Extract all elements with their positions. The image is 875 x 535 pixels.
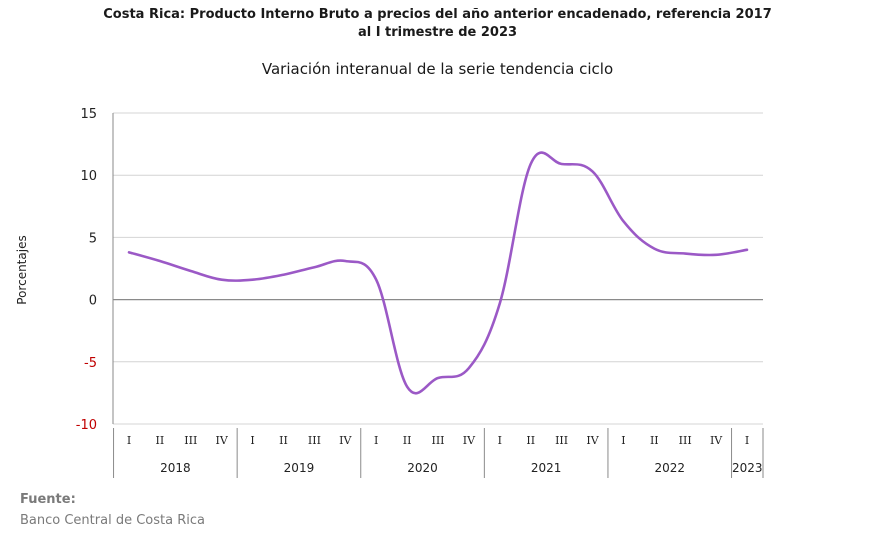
year-label: 2020 — [407, 461, 438, 475]
x-tick-label: III — [184, 434, 197, 447]
x-tick-label: IV — [216, 434, 229, 447]
series-line — [127, 151, 749, 395]
x-tick-label: III — [308, 434, 321, 447]
x-tick-label: I — [127, 434, 131, 447]
year-label: 2022 — [654, 461, 685, 475]
chart-subtitle: Variación interanual de la serie tendenc… — [261, 60, 614, 78]
x-tick-label: I — [250, 434, 254, 447]
chart-title: Costa Rica: Producto Interno Bruto a pre… — [0, 6, 875, 42]
y-tick-label: -10 — [76, 418, 97, 433]
x-tick-label: I — [374, 434, 378, 447]
x-tick-label: II — [279, 434, 288, 447]
x-tick-label: III — [679, 434, 692, 447]
year-label: 2019 — [284, 461, 315, 475]
year-label: 2021 — [531, 461, 562, 475]
x-tick-label: II — [526, 434, 535, 447]
chart-title-line2: al I trimestre de 2023 — [357, 25, 518, 40]
y-tick-label: 15 — [80, 107, 97, 122]
x-tick-label: I — [498, 434, 502, 447]
year-label: 2018 — [160, 461, 191, 475]
x-tick-label: II — [403, 434, 412, 447]
x-tick-label: IV — [463, 434, 476, 447]
x-tick-label: I — [621, 434, 625, 447]
x-tick-label: IV — [586, 434, 599, 447]
y-tick-label: 10 — [80, 169, 97, 184]
chart-title-line1: Costa Rica: Producto Interno Bruto a pre… — [103, 7, 772, 22]
y-tick-label: -5 — [84, 356, 97, 371]
x-tick-label: II — [650, 434, 659, 447]
x-tick-label: IV — [339, 434, 352, 447]
year-label: 2023 — [732, 461, 763, 475]
x-tick-label: IV — [710, 434, 723, 447]
x-tick-label: II — [156, 434, 165, 447]
x-tick-label: I — [745, 434, 749, 447]
y-tick-label: 5 — [89, 231, 97, 246]
y-tick-label: 0 — [89, 294, 97, 309]
x-tick-label: III — [431, 434, 444, 447]
source-label: Fuente: — [20, 492, 76, 507]
source-text: Banco Central de Costa Rica — [20, 513, 205, 528]
x-tick-label: III — [555, 434, 568, 447]
